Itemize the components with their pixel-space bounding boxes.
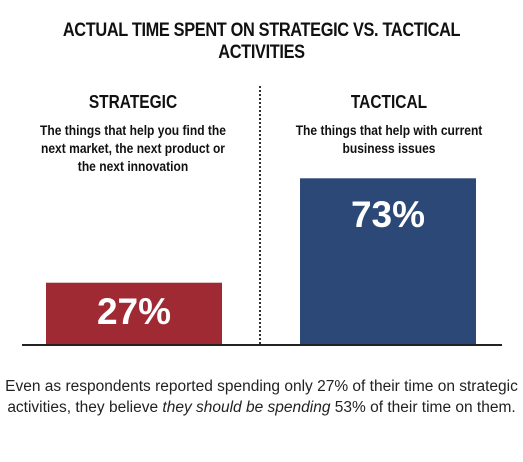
- strategic-description: The things that help you find the next m…: [40, 122, 226, 174]
- tactical-value-label: 73%: [350, 194, 426, 236]
- chart-title: ACTUAL TIME SPENT ON STRATEGIC VS. TACTI…: [62, 20, 461, 63]
- strategic-bar: [46, 282, 222, 344]
- tactical-bar: [300, 178, 476, 344]
- tactical-heading: TACTICAL: [350, 92, 428, 112]
- caption-text-end: 53% of their time on them.: [330, 399, 516, 416]
- strategic-value-label: 27%: [96, 290, 172, 332]
- caption-text-start: Even as respondents reported spending on…: [5, 378, 518, 416]
- caption-emphasis: they should be spending: [162, 399, 331, 416]
- strategic-heading: STRATEGIC: [88, 92, 178, 112]
- column-divider: [259, 86, 261, 344]
- caption: Even as respondents reported spending on…: [0, 376, 523, 418]
- tactical-description: The things that help with current busine…: [295, 122, 483, 156]
